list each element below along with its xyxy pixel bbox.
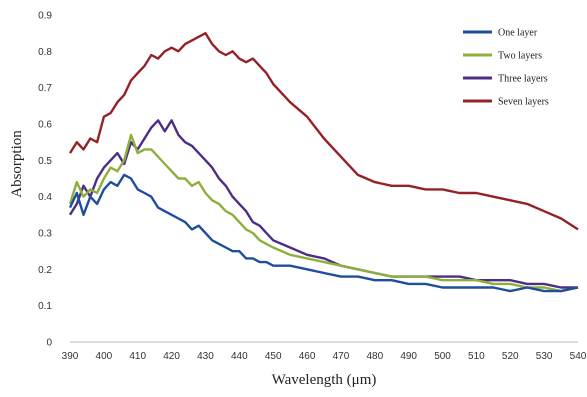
- y-axis-title: Absorption: [9, 130, 25, 198]
- legend-label: Seven layers: [498, 97, 549, 108]
- series-lines: [68, 32, 579, 293]
- series-line-three-layers: [68, 119, 578, 289]
- x-tick-label: 440: [231, 351, 248, 362]
- y-tick-label: 0.1: [38, 301, 52, 312]
- x-tick-label: 420: [163, 351, 180, 362]
- x-axis-title: Wavelength (μm): [272, 372, 377, 388]
- y-tick-labels: 0 0.1 0.2 0.3 0.4 0.5 0.6 0.7 0.8 0.9: [38, 11, 52, 349]
- x-tick-label: 500: [434, 351, 451, 362]
- legend-label: Three layers: [498, 74, 548, 85]
- x-tick-label: 480: [366, 351, 383, 362]
- x-tick-label: 520: [502, 351, 519, 362]
- y-tick-label: 0.3: [38, 229, 52, 240]
- x-tick-label: 390: [62, 351, 79, 362]
- legend: One layer Two layers Three layers Seven lay…: [463, 28, 549, 108]
- x-tick-label: 510: [468, 351, 485, 362]
- y-tick-label: 0.9: [38, 11, 52, 22]
- series-line-seven-layers: [68, 32, 579, 231]
- x-tick-label: 490: [400, 351, 417, 362]
- x-tick-label: 540: [570, 351, 587, 362]
- y-tick-label: 0.6: [38, 120, 52, 131]
- x-tick-label: 430: [197, 351, 214, 362]
- legend-label: One layer: [498, 28, 538, 39]
- x-tick-label: 410: [129, 351, 146, 362]
- y-tick-label: 0.7: [38, 83, 52, 94]
- x-tick-label: 470: [333, 351, 350, 362]
- y-tick-label: 0.5: [38, 156, 52, 167]
- y-tick-label: 0: [46, 338, 52, 349]
- y-tick-label: 0.8: [38, 47, 52, 58]
- x-tick-labels: 390 400 410 420 430 440 450 460 470 480 490 500 510 5…: [62, 351, 587, 362]
- x-tick-label: 400: [96, 351, 113, 362]
- legend-label: Two layers: [498, 51, 542, 62]
- y-tick-label: 0.2: [38, 265, 52, 276]
- y-tick-label: 0.4: [38, 192, 52, 203]
- x-tick-label: 530: [536, 351, 553, 362]
- x-tick-label: 460: [299, 351, 316, 362]
- x-tick-label: 450: [265, 351, 282, 362]
- series-line-one-layer: [68, 173, 579, 293]
- series-line-two-layers: [68, 133, 579, 293]
